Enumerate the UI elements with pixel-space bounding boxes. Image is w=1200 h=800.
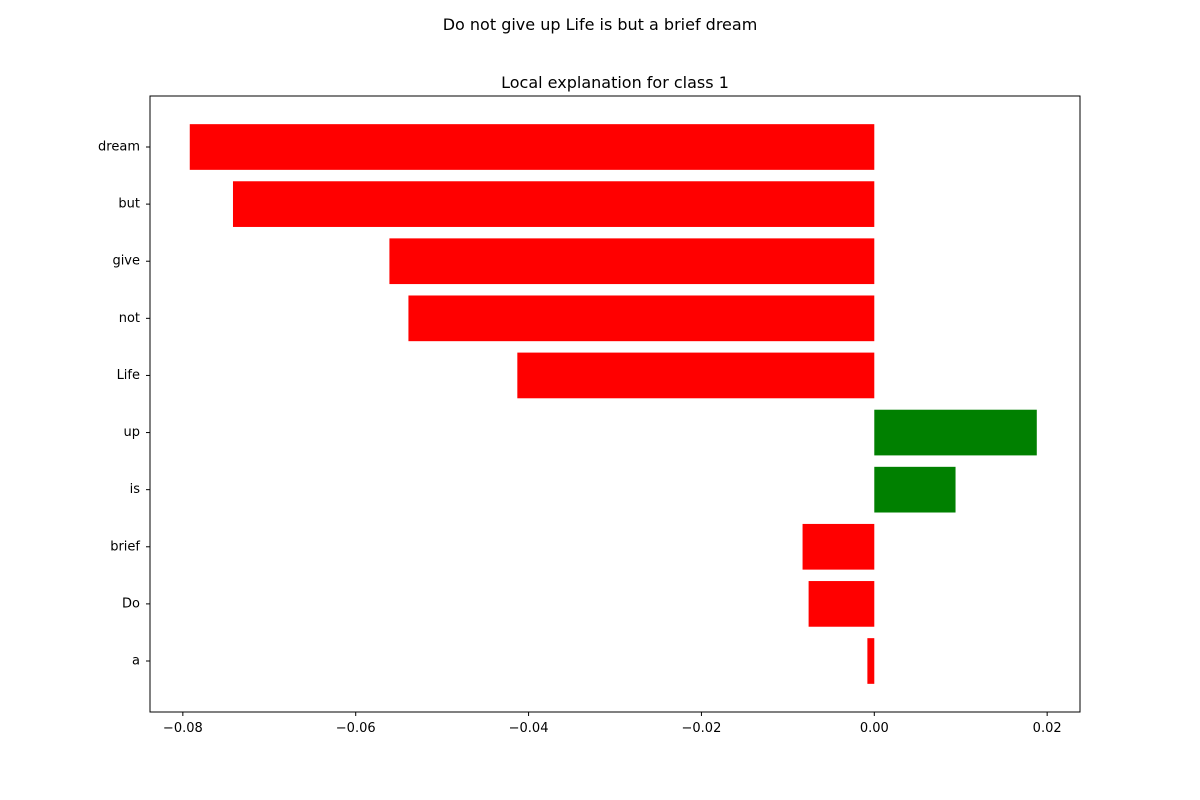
x-tick-label: −0.02 <box>682 721 722 736</box>
bar-a <box>867 638 875 684</box>
bar-not <box>408 295 875 342</box>
bar-but <box>232 181 875 227</box>
x-axis-ticks: −0.08 −0.06 −0.04 −0.02 0.00 0.02 <box>163 712 1062 736</box>
y-tick-label: Life <box>117 368 140 383</box>
y-tick-label: up <box>124 425 141 440</box>
y-tick-label: is <box>130 482 141 497</box>
y-tick-label: brief <box>110 539 140 554</box>
y-axis-ticks: dream but give not Life up is brief Do a <box>98 140 150 669</box>
x-tick-label: 0.02 <box>1033 721 1062 736</box>
y-tick-label: dream <box>98 140 140 155</box>
x-tick-label: −0.04 <box>509 721 549 736</box>
plot-frame <box>149 95 1081 713</box>
bars-group <box>189 124 1037 684</box>
y-tick-label: not <box>119 311 140 326</box>
y-tick-label: give <box>112 254 140 269</box>
bar-give <box>389 238 875 285</box>
bar-do <box>808 581 875 627</box>
bar-up <box>874 409 1037 456</box>
bar-brief <box>802 523 875 570</box>
y-tick-label: a <box>132 654 140 669</box>
y-tick-label: but <box>118 197 140 212</box>
x-tick-label: −0.08 <box>163 721 203 736</box>
bar-dream <box>189 124 875 170</box>
x-tick-label: 0.00 <box>860 721 889 736</box>
y-tick-label: Do <box>122 596 140 611</box>
figure-suptitle: Do not give up Life is but a brief dream <box>443 15 758 34</box>
chart-title: Local explanation for class 1 <box>501 73 729 92</box>
x-tick-label: −0.06 <box>336 721 376 736</box>
bar-life <box>517 352 875 399</box>
bar-is <box>874 466 956 513</box>
